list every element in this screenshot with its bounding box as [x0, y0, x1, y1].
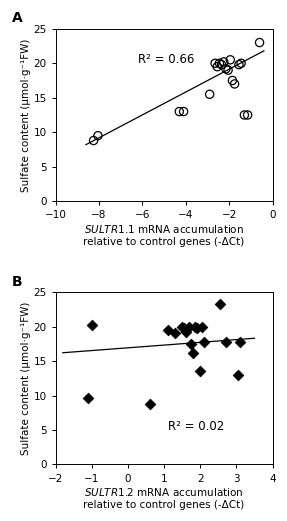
Text: R² = 0.66: R² = 0.66: [138, 53, 194, 66]
Point: [201, 338, 206, 346]
Point: [257, 39, 262, 47]
Point: [194, 324, 199, 332]
Point: [217, 59, 222, 67]
Point: [237, 60, 241, 69]
Point: [238, 338, 242, 346]
Point: [191, 349, 195, 357]
Point: [90, 321, 94, 329]
Point: [182, 324, 186, 332]
Point: [180, 322, 185, 331]
Point: [223, 338, 228, 346]
Point: [226, 66, 230, 75]
Point: [198, 367, 203, 376]
Point: [165, 326, 170, 334]
Point: [187, 322, 192, 331]
Point: [177, 107, 182, 116]
Point: [230, 76, 235, 84]
Point: [224, 65, 228, 73]
Point: [213, 59, 217, 67]
Point: [218, 300, 222, 308]
Point: [147, 400, 152, 408]
Y-axis label: Sulfate content (μmol·g⁻¹FW): Sulfate content (μmol·g⁻¹FW): [21, 39, 30, 192]
Point: [86, 393, 90, 402]
Point: [207, 90, 212, 98]
Point: [242, 111, 247, 119]
Point: [200, 322, 204, 331]
Point: [236, 370, 241, 379]
Y-axis label: Sulfate content (μmol·g⁻¹FW): Sulfate content (μmol·g⁻¹FW): [21, 302, 30, 455]
Point: [96, 131, 100, 140]
Point: [239, 59, 243, 67]
Text: A: A: [12, 11, 23, 26]
X-axis label: $\it{SULTR1.2}$ mRNA accumulation
relative to control genes (-ΔCt): $\it{SULTR1.2}$ mRNA accumulation relati…: [84, 486, 245, 510]
Text: B: B: [12, 275, 23, 289]
Point: [183, 328, 188, 336]
Point: [189, 340, 193, 348]
Point: [228, 56, 232, 64]
Point: [173, 329, 177, 338]
Point: [215, 63, 220, 71]
Point: [193, 322, 197, 331]
Point: [91, 137, 96, 145]
X-axis label: $\it{SULTR1.1}$ mRNA accumulation
relative to control genes (-ΔCt): $\it{SULTR1.1}$ mRNA accumulation relati…: [84, 223, 245, 246]
Point: [232, 80, 237, 88]
Point: [245, 111, 250, 119]
Text: R² = 0.02: R² = 0.02: [168, 420, 225, 433]
Point: [222, 58, 226, 66]
Point: [181, 107, 186, 116]
Point: [219, 60, 224, 69]
